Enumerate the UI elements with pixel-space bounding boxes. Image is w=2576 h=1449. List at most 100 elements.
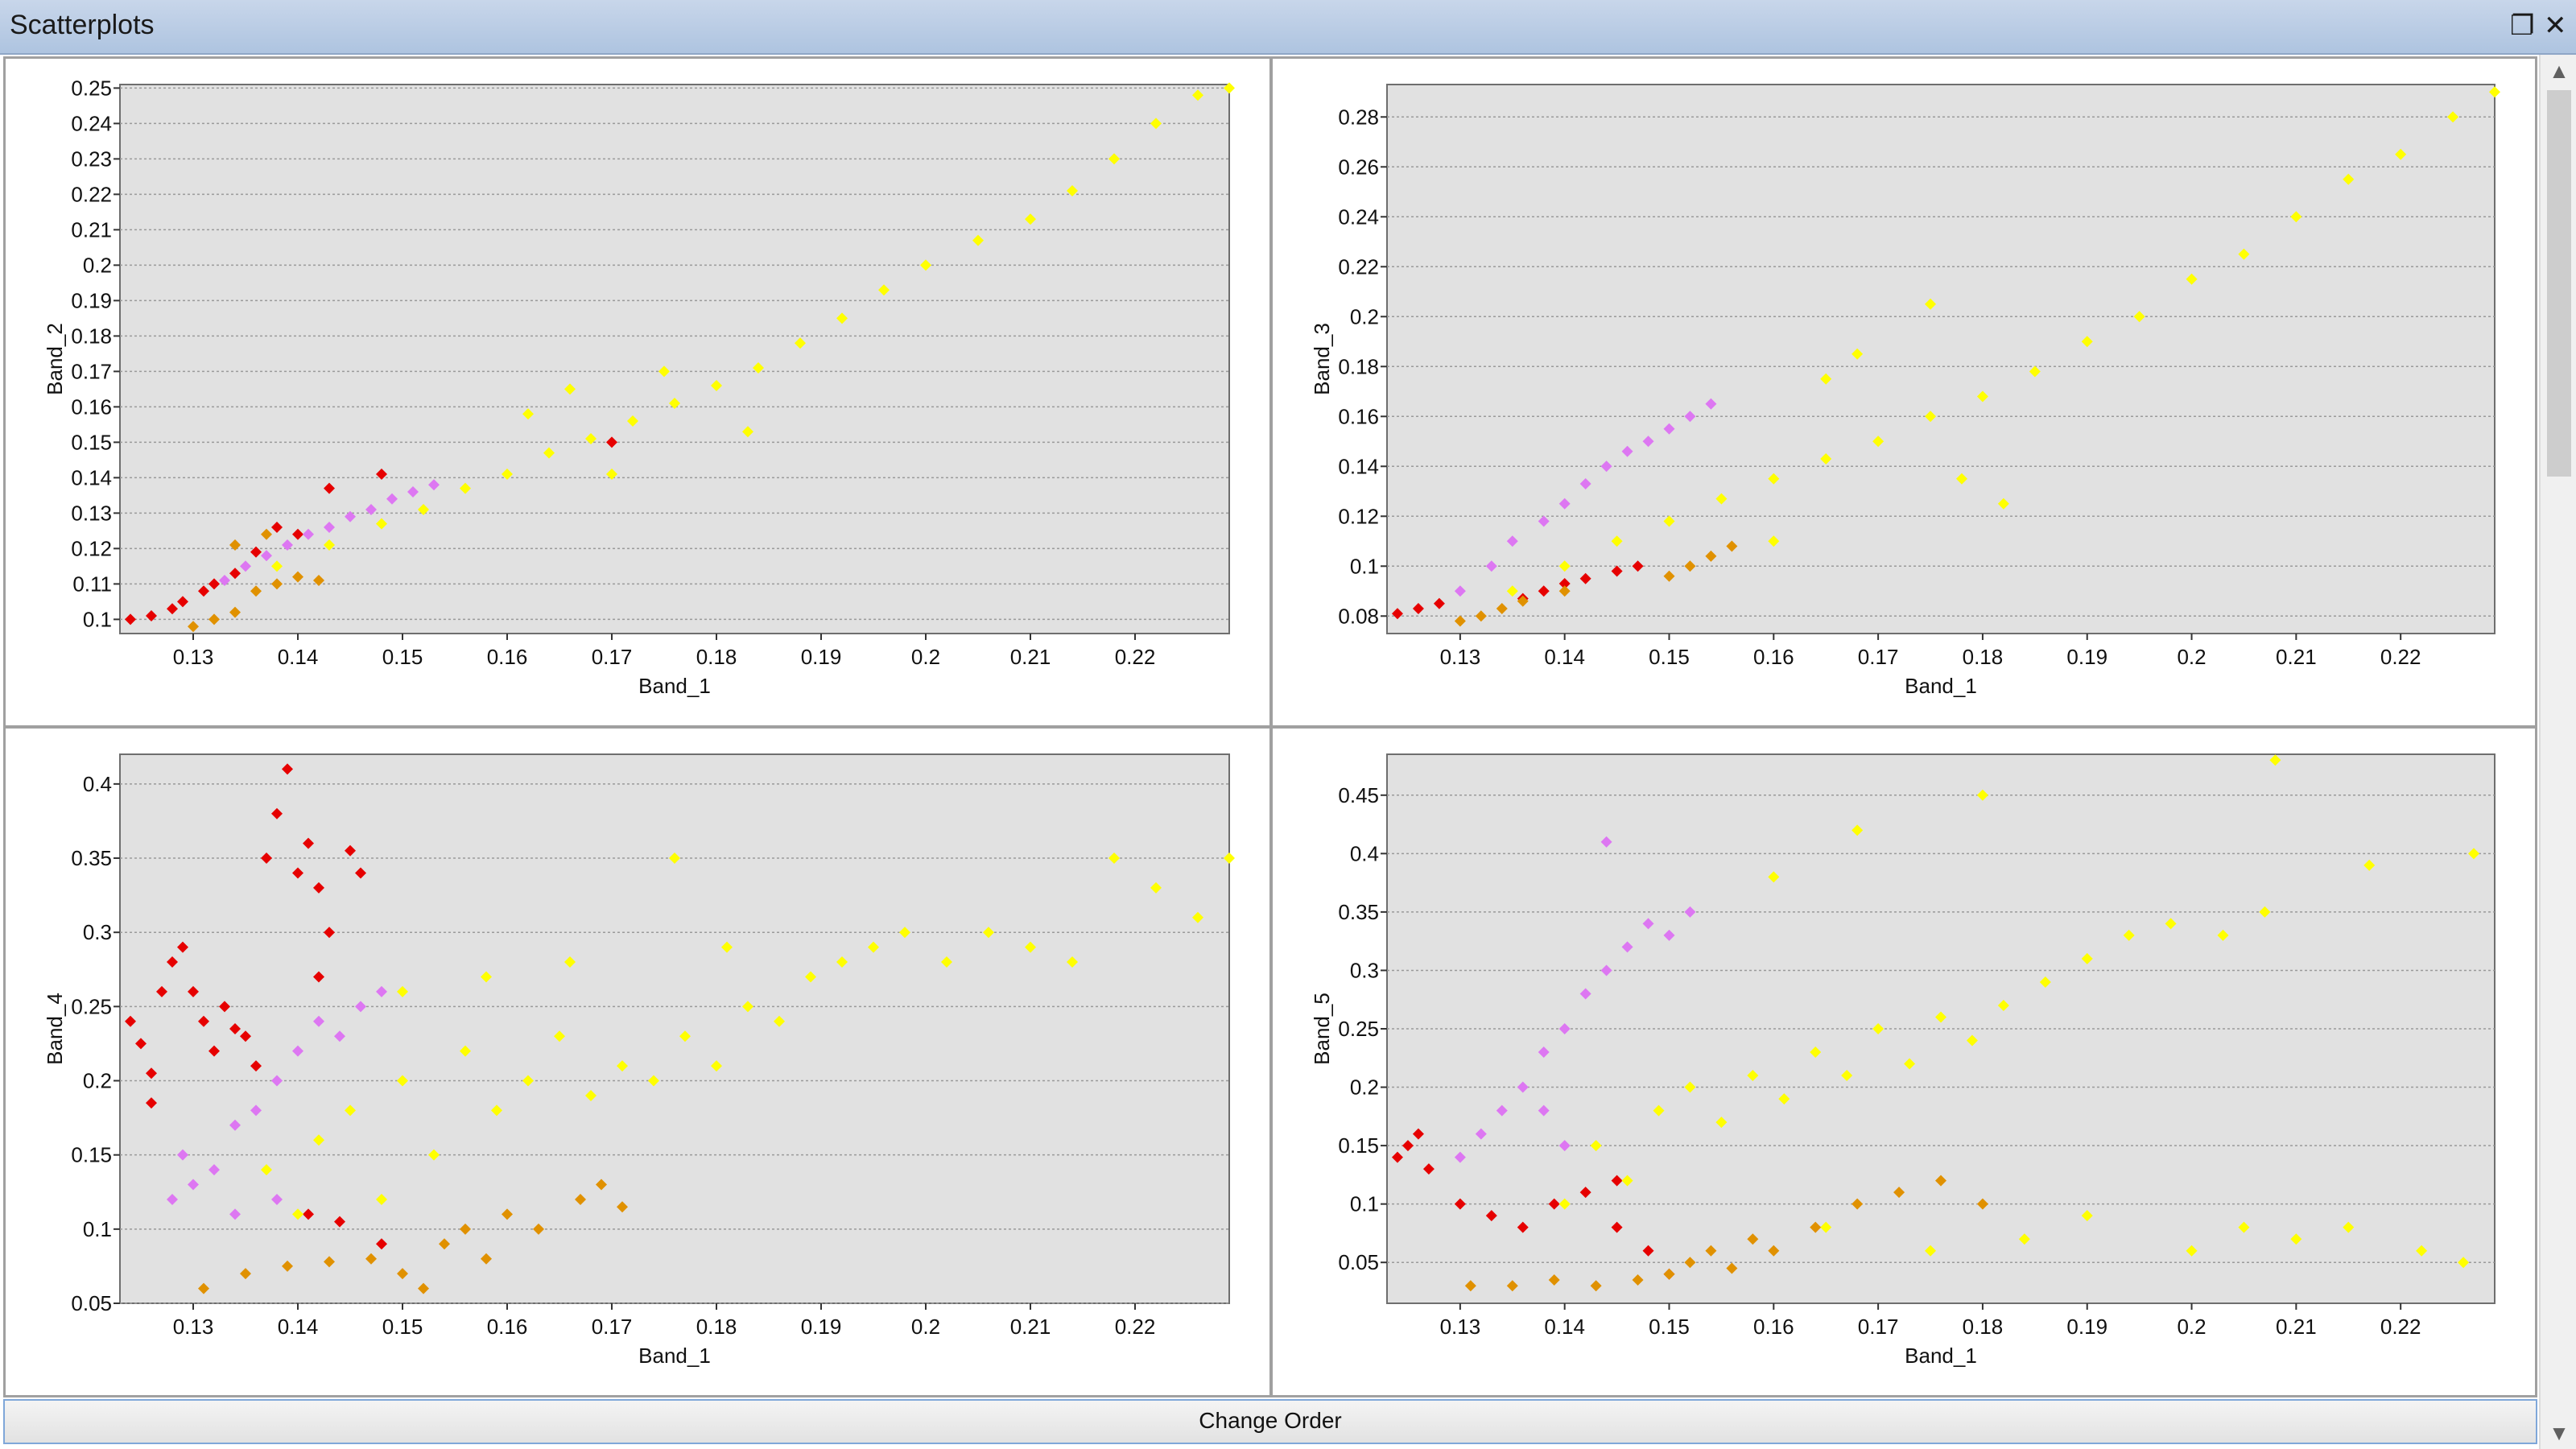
- data-point: [271, 522, 283, 533]
- data-point: [355, 1001, 366, 1013]
- x-tick-label: 0.15: [382, 1315, 423, 1339]
- data-point: [177, 941, 188, 953]
- data-point: [156, 985, 167, 997]
- change-order-button[interactable]: Change Order: [3, 1399, 2537, 1444]
- vertical-scrollbar[interactable]: ▲ ▼: [2539, 55, 2576, 1449]
- scroll-up-arrow-icon[interactable]: ▲: [2549, 59, 2570, 83]
- data-point: [2259, 906, 2271, 918]
- data-point: [2363, 859, 2376, 871]
- data-point: [543, 447, 555, 459]
- data-point: [1496, 603, 1508, 614]
- data-point: [491, 1104, 502, 1117]
- data-point: [2343, 1221, 2355, 1233]
- scatterplot-svg: 0.05 0.1 0.15 0.2 0.25 0.3 0.35 0.4 0.45 0.13 0.14…: [1310, 753, 2496, 1368]
- plot-area: [1386, 84, 2496, 634]
- data-point: [313, 1134, 324, 1146]
- data-point: [2416, 1245, 2428, 1257]
- data-point: [1150, 881, 1162, 894]
- data-point: [1517, 1221, 1529, 1233]
- y-tick-label: 0.25: [71, 994, 112, 1018]
- x-tick-label: 0.17: [1858, 645, 1899, 669]
- y-tick-label: 0.08: [1338, 604, 1379, 628]
- data-point: [2290, 211, 2302, 223]
- data-point: [721, 941, 733, 953]
- data-point: [167, 956, 178, 968]
- data-point: [1642, 436, 1654, 448]
- x-tick-label: 0.15: [382, 645, 423, 669]
- data-point: [1663, 1268, 1675, 1280]
- data-point: [324, 1256, 335, 1268]
- y-tick-label: 0.35: [1338, 900, 1379, 924]
- data-point: [313, 1015, 324, 1027]
- data-point: [324, 522, 335, 533]
- scatterplot-svg: 0.08 0.1 0.12 0.14 0.16 0.18 0.2 0.22 0.24 0.26 0.…: [1310, 84, 2500, 698]
- data-point: [1067, 185, 1078, 196]
- data-point: [1726, 540, 1738, 552]
- data-point: [502, 469, 513, 480]
- data-point: [219, 575, 230, 586]
- y-tick-label: 0.17: [71, 359, 112, 383]
- data-point: [1893, 1187, 1905, 1199]
- data-point: [229, 539, 241, 551]
- data-point: [1852, 348, 1864, 360]
- data-point: [1966, 1034, 1978, 1046]
- data-point: [1925, 1245, 1937, 1257]
- y-tick-label: 0.1: [83, 1217, 112, 1241]
- y-tick-label: 0.3: [83, 920, 112, 944]
- data-point: [868, 941, 879, 953]
- scroll-down-arrow-icon[interactable]: ▼: [2549, 1421, 2570, 1445]
- data-point: [428, 1149, 440, 1161]
- x-tick-label: 0.21: [2276, 645, 2317, 669]
- data-point: [1579, 988, 1591, 1000]
- data-point: [365, 1253, 377, 1265]
- data-point: [669, 852, 680, 865]
- data-point: [229, 606, 241, 618]
- data-point: [1475, 610, 1487, 622]
- data-point: [983, 927, 994, 939]
- restore-window-icon[interactable]: ❐: [2510, 10, 2535, 41]
- data-point: [836, 956, 848, 968]
- scatterplot-band1-band4[interactable]: 0.05 0.1 0.15 0.2 0.25 0.3 0.35 0.4 0.13 0.14 0.15…: [3, 726, 1272, 1397]
- data-point: [282, 539, 293, 551]
- data-point: [271, 1075, 283, 1087]
- data-point: [376, 518, 387, 530]
- data-point: [1558, 578, 1571, 589]
- plot-area: [119, 753, 1230, 1304]
- data-point: [1558, 1023, 1571, 1034]
- data-point: [334, 1216, 345, 1228]
- x-tick-label: 0.14: [278, 645, 319, 669]
- data-point: [460, 1045, 471, 1057]
- x-tick-label: 0.22: [1115, 645, 1156, 669]
- y-tick-label: 0.18: [71, 324, 112, 348]
- x-axis-label: Band_1: [1905, 674, 1977, 698]
- data-point: [1454, 1151, 1466, 1163]
- data-point: [397, 1075, 408, 1087]
- x-tick-label: 0.15: [1649, 1315, 1690, 1339]
- scatterplot-band1-band2[interactable]: 0.1 0.11 0.12 0.13 0.14 0.15 0.16 0.17 0.18 0.19 0…: [3, 56, 1272, 728]
- x-tick-label: 0.2: [911, 645, 940, 669]
- data-point: [460, 482, 471, 494]
- data-point: [1768, 1245, 1780, 1257]
- data-point: [313, 881, 324, 894]
- x-tick-label: 0.17: [592, 1315, 633, 1339]
- scrollbar-thumb[interactable]: [2547, 90, 2571, 477]
- x-tick-label: 0.18: [1963, 1315, 2004, 1339]
- data-point: [292, 571, 303, 583]
- data-point: [1820, 1221, 1832, 1233]
- data-point: [1935, 1011, 1946, 1023]
- series-3: [1454, 540, 1738, 627]
- data-point: [679, 1030, 691, 1042]
- scatterplot-band1-band5[interactable]: 0.05 0.1 0.15 0.2 0.25 0.3 0.35 0.4 0.45 0.13 0.14…: [1270, 726, 2537, 1397]
- data-point: [1224, 82, 1235, 94]
- y-tick-label: 0.25: [71, 76, 112, 100]
- scatterplot-svg: 0.05 0.1 0.15 0.2 0.25 0.3 0.35 0.4 0.13 0.14 0.15…: [43, 753, 1235, 1368]
- data-point: [313, 971, 324, 983]
- x-tick-label: 0.13: [1440, 1315, 1481, 1339]
- data-point: [1611, 535, 1623, 547]
- data-point: [198, 1282, 209, 1294]
- data-point: [1663, 515, 1675, 527]
- scatterplot-band1-band3[interactable]: 0.08 0.1 0.12 0.14 0.16 0.18 0.2 0.22 0.24 0.26 0.…: [1270, 56, 2537, 728]
- close-window-icon[interactable]: ✕: [2544, 10, 2567, 41]
- data-point: [1621, 1174, 1633, 1187]
- data-point: [188, 1179, 199, 1191]
